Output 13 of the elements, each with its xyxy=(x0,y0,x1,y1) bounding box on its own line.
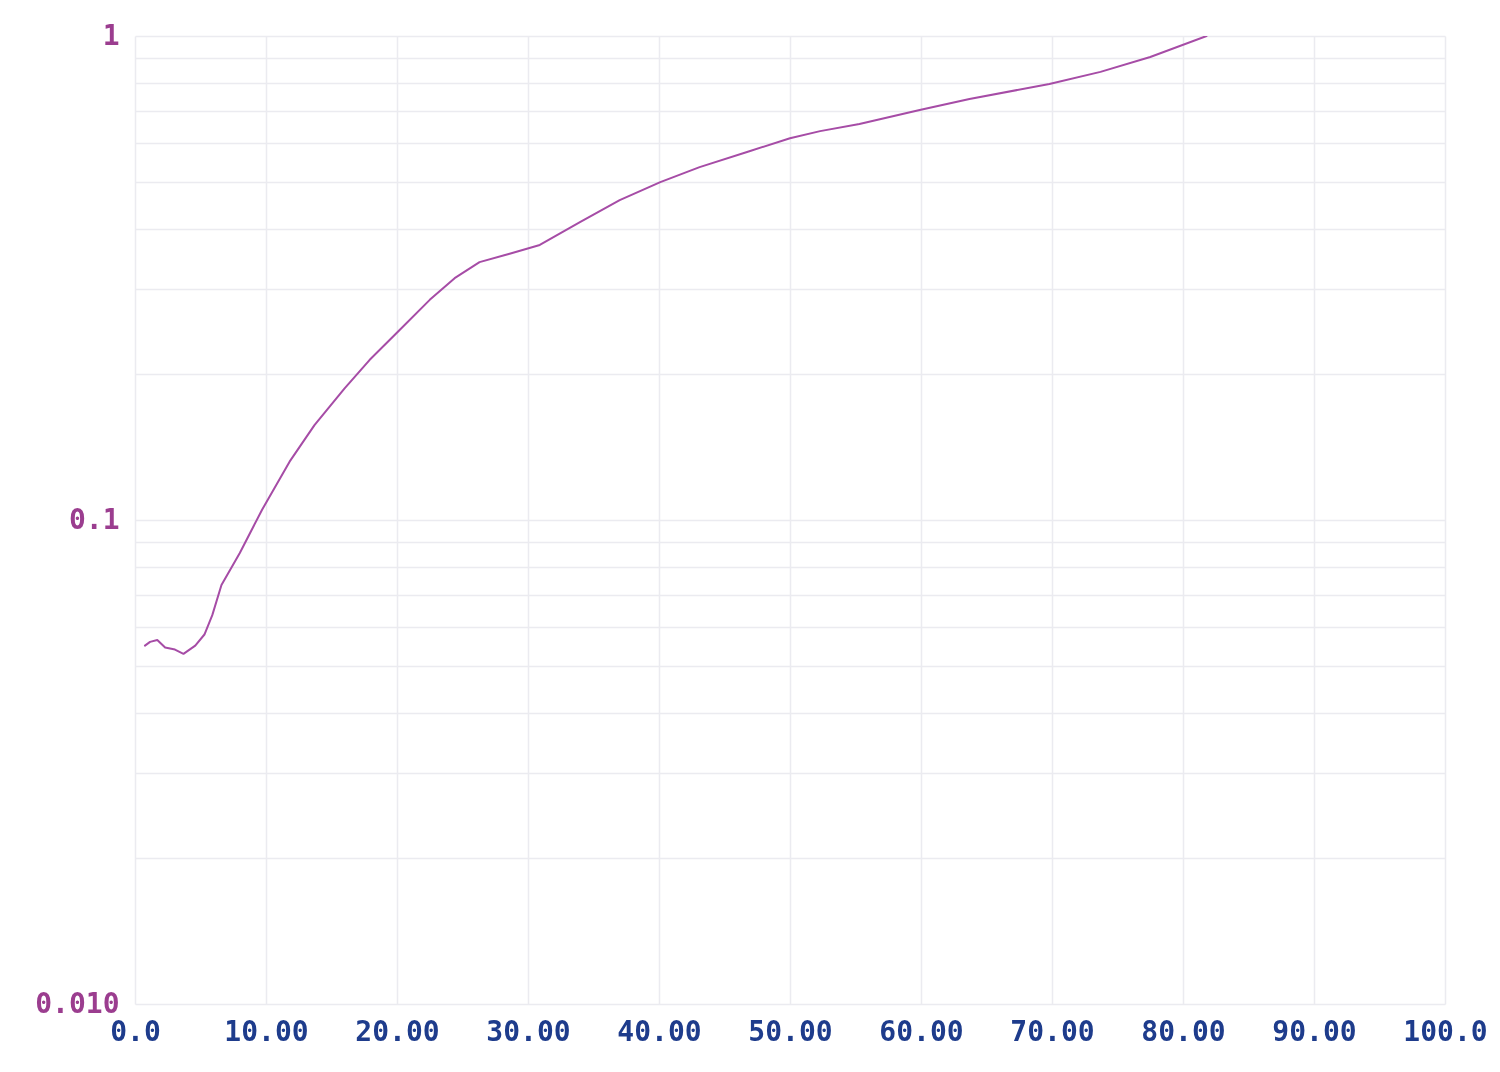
line-series xyxy=(143,36,1208,655)
x-tick-label: 10.00 xyxy=(224,1014,309,1048)
x-tick-label: 40.00 xyxy=(617,1014,702,1048)
x-tick-label: 20.00 xyxy=(355,1014,440,1048)
x-tick-label: 70.00 xyxy=(1010,1014,1095,1048)
x-tick-label: 30.00 xyxy=(486,1014,571,1048)
x-tick-label: 90.00 xyxy=(1272,1014,1357,1048)
y-tick-label: 0.1 xyxy=(68,502,120,536)
x-tick-label: 60.00 xyxy=(879,1014,964,1048)
y-tick-label: 1 xyxy=(102,18,120,52)
x-tick-label: 100.0 xyxy=(1403,1014,1488,1048)
x-tick-label: 50.00 xyxy=(748,1014,833,1048)
x-tick-label: 80.00 xyxy=(1141,1014,1226,1048)
